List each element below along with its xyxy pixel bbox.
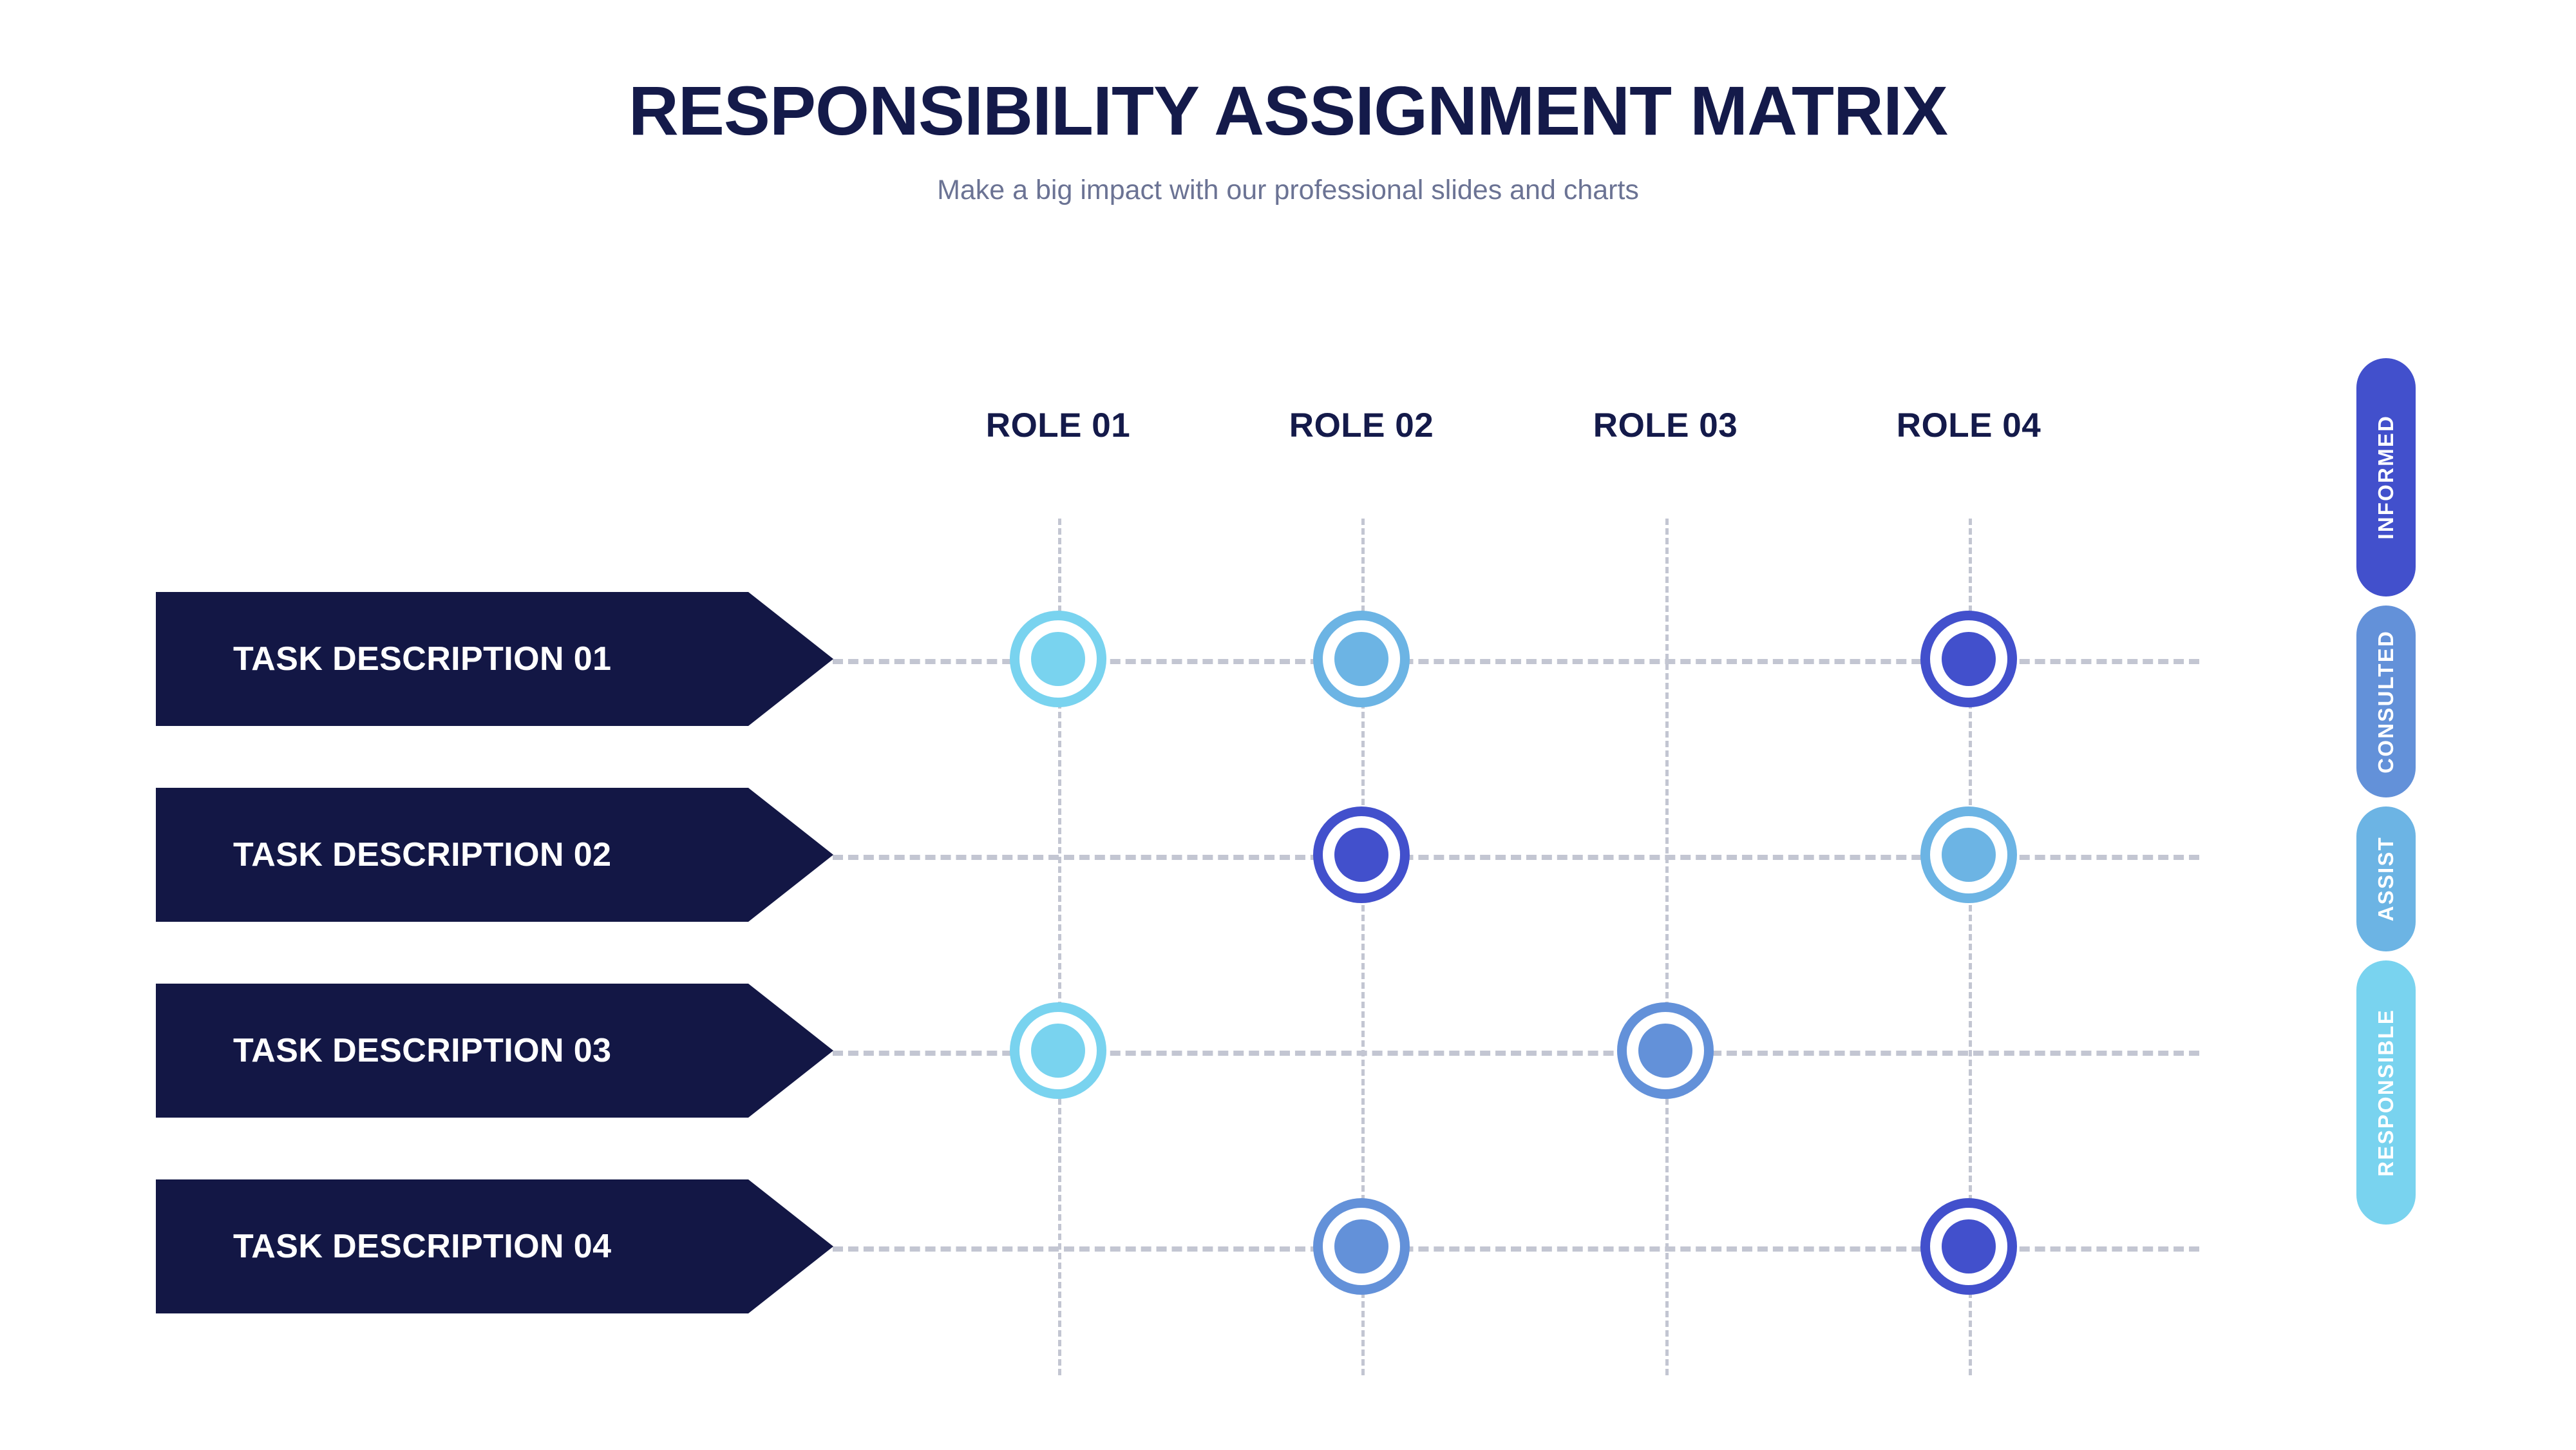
column-header-role-2: ROLE 02 <box>1289 406 1434 444</box>
column-header-role-1: ROLE 01 <box>985 406 1131 444</box>
marker-ring-icon <box>1920 806 2017 903</box>
marker-core-icon <box>1334 828 1388 882</box>
task-label-2[interactable]: TASK DESCRIPTION 02 <box>156 788 833 922</box>
grid-vline-2 <box>1361 519 1365 1375</box>
grid-hline-4 <box>833 1246 2199 1252</box>
marker-core-icon <box>1334 632 1388 686</box>
marker-core-icon <box>1942 828 1996 882</box>
marker-core-icon <box>1638 1024 1692 1078</box>
marker-core-icon <box>1031 1024 1085 1078</box>
legend-pill-label: INFORMED <box>2374 415 2398 540</box>
grid-hline-1 <box>833 659 2199 664</box>
task-label-1[interactable]: TASK DESCRIPTION 01 <box>156 592 833 726</box>
task-label-text: TASK DESCRIPTION 01 <box>233 640 612 678</box>
legend-pill-consulted[interactable]: CONSULTED <box>2356 606 2416 797</box>
marker-core-icon <box>1942 632 1996 686</box>
matrix-marker-informed[interactable] <box>1920 611 2017 707</box>
legend-pill-assist[interactable]: ASSIST <box>2356 806 2416 951</box>
matrix-marker-consulted[interactable] <box>1313 1198 1410 1295</box>
matrix-marker-assist[interactable] <box>1920 806 2017 903</box>
legend-pill-label: RESPONSIBLE <box>2374 1008 2398 1177</box>
matrix-marker-responsible[interactable] <box>1010 611 1106 707</box>
task-label-text: TASK DESCRIPTION 02 <box>233 836 612 873</box>
task-label-text: TASK DESCRIPTION 04 <box>233 1228 612 1265</box>
column-header-role-4: ROLE 04 <box>1896 406 2041 444</box>
grid-vline-3 <box>1665 519 1669 1375</box>
grid-vline-1 <box>1058 519 1061 1375</box>
marker-core-icon <box>1942 1219 1996 1274</box>
matrix-marker-consulted[interactable] <box>1617 1002 1714 1099</box>
page-title: RESPONSIBILITY ASSIGNMENT MATRIX <box>628 72 1948 149</box>
legend-pill-responsible[interactable]: RESPONSIBLE <box>2356 960 2416 1225</box>
task-label-3[interactable]: TASK DESCRIPTION 03 <box>156 984 833 1118</box>
task-label-text: TASK DESCRIPTION 03 <box>233 1032 612 1069</box>
legend-pill-label: ASSIST <box>2374 836 2398 922</box>
legend-pill-label: CONSULTED <box>2374 629 2398 774</box>
matrix-marker-informed[interactable] <box>1313 806 1410 903</box>
marker-core-icon <box>1031 632 1085 686</box>
grid-hline-3 <box>833 1051 2199 1056</box>
column-header-role-3: ROLE 03 <box>1593 406 1738 444</box>
grid-vline-4 <box>1969 519 1972 1375</box>
page-subtitle: Make a big impact with our professional … <box>937 175 1639 205</box>
matrix-marker-responsible[interactable] <box>1010 1002 1106 1099</box>
matrix-marker-assist[interactable] <box>1313 611 1410 707</box>
marker-ring-icon <box>1010 1002 1106 1099</box>
slide-header: RESPONSIBILITY ASSIGNMENT MATRIX Make a … <box>0 0 2576 204</box>
marker-core-icon <box>1334 1219 1388 1274</box>
matrix-marker-informed[interactable] <box>1920 1198 2017 1295</box>
task-label-4[interactable]: TASK DESCRIPTION 04 <box>156 1179 833 1313</box>
legend-pill-informed[interactable]: INFORMED <box>2356 358 2416 596</box>
grid-hline-2 <box>833 855 2199 860</box>
legend: INFORMED CONSULTED ASSIST RESPONSIBLE <box>2356 358 2416 1234</box>
